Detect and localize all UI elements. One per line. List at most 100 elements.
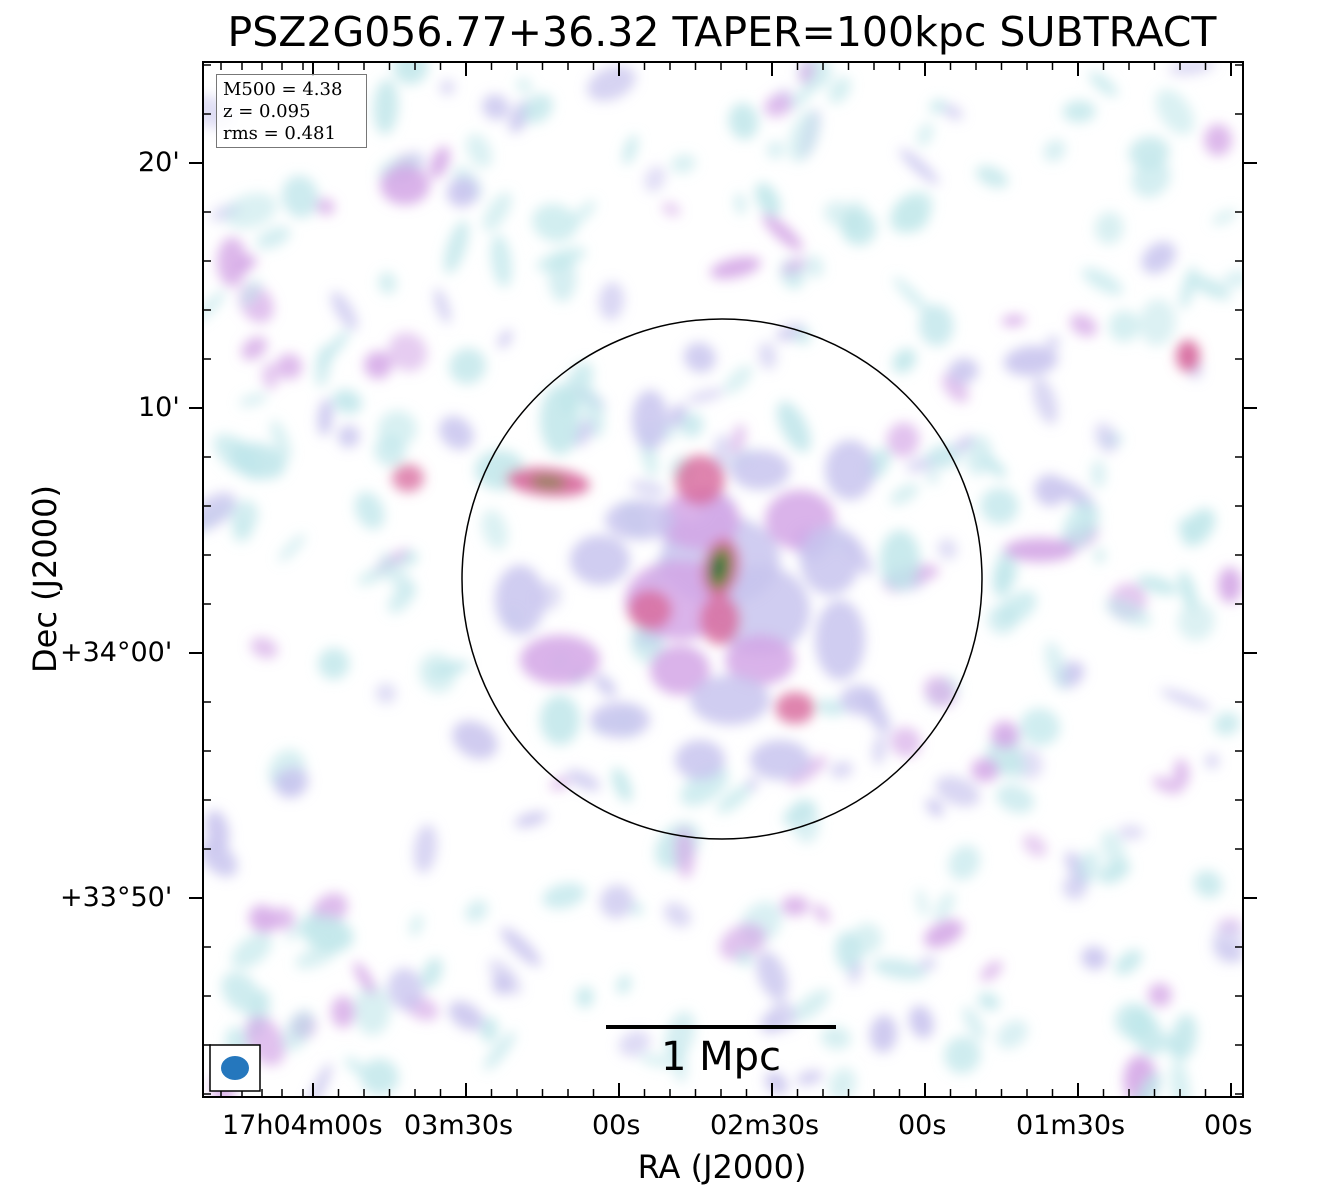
emission-blob: [975, 165, 1009, 188]
emission-blob: [999, 590, 1037, 625]
emission-blob: [916, 888, 929, 918]
emission-blob: [1211, 923, 1243, 964]
emission-blob: [942, 103, 963, 120]
emission-blob: [498, 329, 513, 349]
emission-blob: [1160, 688, 1212, 711]
emission-blob: [1148, 983, 1172, 1007]
scale-bar-label: 1 Mpc: [660, 1034, 782, 1080]
emission-blob: [1211, 209, 1237, 225]
emission-blob: [439, 415, 474, 450]
emission-blob: [815, 600, 865, 680]
emission-blob: [796, 1070, 824, 1085]
emission-blob: [239, 392, 268, 407]
x-tick-label: 17h04m00s: [222, 1110, 383, 1141]
emission-blob: [387, 968, 423, 1011]
beam-ellipse: [221, 1056, 249, 1080]
emission-blob: [1205, 753, 1220, 769]
emission-blob: [375, 682, 397, 704]
emission-blob: [719, 923, 766, 961]
emission-blob: [948, 845, 981, 881]
rms-value: rms = 0.481: [223, 123, 336, 144]
emission-blob: [775, 692, 815, 724]
emission-blob: [630, 480, 667, 497]
emission-blob: [448, 1001, 484, 1031]
emission-blob: [221, 972, 261, 1013]
emission-blob: [330, 291, 358, 331]
emission-blob: [605, 500, 675, 540]
emission-blob: [828, 76, 851, 104]
emission-blob: [1062, 100, 1096, 123]
emission-blob: [231, 933, 272, 969]
emission-blob: [331, 996, 355, 1028]
emission-blob: [550, 777, 569, 790]
axis-ticks: [189, 62, 1257, 1097]
emission-blob: [1019, 708, 1061, 746]
emission-blob: [937, 538, 958, 560]
emission-blob: [800, 525, 860, 595]
emission-blob: [409, 914, 424, 937]
emission-blob: [791, 989, 831, 1022]
emission-blob: [278, 533, 306, 563]
emission-blob: [1094, 422, 1118, 453]
emission-blob: [373, 79, 399, 135]
emission-blob: [1131, 158, 1171, 198]
emission-blob: [977, 992, 1000, 1011]
emission-blob: [483, 1031, 516, 1071]
emission-blob: [934, 891, 956, 922]
emission-blob: [1178, 571, 1197, 611]
emission-blob: [644, 165, 666, 193]
emission-blob: [661, 202, 681, 217]
emission-blob: [1088, 71, 1118, 97]
emission-blob: [490, 234, 512, 288]
emission-blob: [980, 487, 1019, 525]
emission-blob: [256, 226, 291, 250]
emission-blob: [1001, 315, 1026, 327]
emission-blob: [281, 175, 319, 218]
emission-blob: [413, 824, 438, 874]
emission-blob: [1094, 211, 1124, 245]
emission-blob: [781, 257, 807, 275]
y-tick-label: +34°00': [60, 637, 173, 668]
emission-blob: [690, 675, 770, 725]
emission-blob: [730, 423, 747, 457]
emission-blob: [675, 740, 725, 780]
emission-blob: [776, 401, 811, 453]
emission-blob: [593, 674, 617, 697]
emission-blob: [992, 561, 1012, 598]
emission-blob: [812, 903, 830, 924]
emission-blob: [1173, 758, 1190, 788]
emission-blob: [935, 775, 981, 807]
emission-blob: [1032, 377, 1058, 425]
emission-blob: [317, 398, 333, 437]
emission-blob: [532, 203, 578, 242]
emission-blob: [829, 761, 854, 779]
emission-blob: [392, 464, 424, 492]
emission-blob: [825, 440, 875, 500]
emission-blob: [481, 509, 508, 550]
emission-blob: [929, 99, 946, 114]
emission-blob: [1098, 860, 1131, 884]
emission-blob: [762, 213, 803, 251]
emission-blob: [452, 720, 498, 760]
emission-blob: [1044, 641, 1068, 690]
emission-blob: [660, 490, 740, 550]
emission-blob: [217, 237, 247, 287]
emission-blob: [536, 247, 586, 272]
emission-blob: [241, 278, 261, 307]
emission-blob: [282, 1009, 314, 1052]
emission-blob: [815, 699, 845, 716]
emission-blob: [271, 906, 296, 931]
emission-blob: [1170, 1059, 1190, 1097]
emission-blob: [764, 1071, 788, 1095]
emission-blob: [401, 550, 418, 566]
emission-blob: [880, 530, 920, 590]
emission-blob: [872, 958, 927, 980]
emission-blob: [353, 984, 391, 1036]
emission-blob: [1181, 508, 1216, 547]
emission-blob: [421, 957, 443, 989]
emission-blob: [746, 776, 759, 792]
emission-blob: [787, 755, 828, 786]
emission-blob: [628, 590, 672, 630]
emission-blob: [1218, 567, 1242, 603]
emission-blob: [1179, 266, 1197, 310]
